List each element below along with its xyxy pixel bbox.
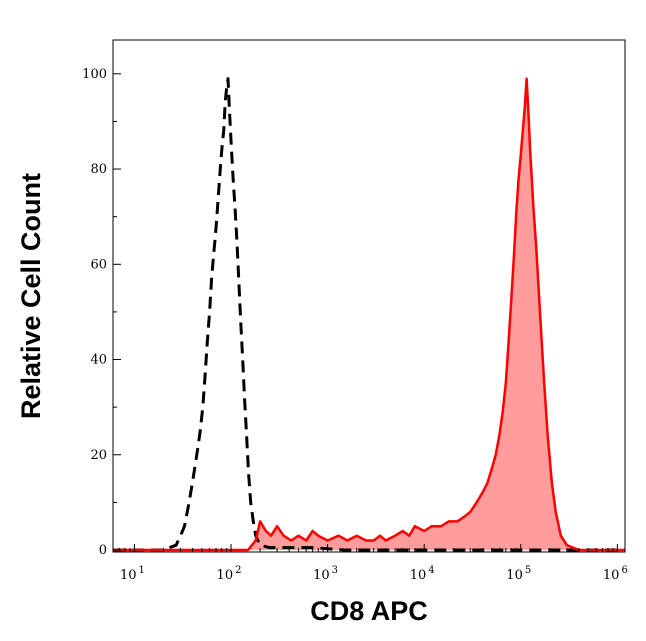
x-axis-title: CD8 APC bbox=[310, 596, 428, 626]
y-tick-label: 60 bbox=[90, 257, 107, 272]
series-0-line bbox=[113, 77, 625, 552]
series-1-line bbox=[113, 77, 625, 552]
y-tick-marks bbox=[113, 73, 121, 551]
y-tick-label: 40 bbox=[90, 353, 107, 368]
fill-layer bbox=[113, 78, 625, 550]
y-tick-label: 100 bbox=[82, 67, 107, 82]
x-tick-label: 10 2 bbox=[217, 565, 242, 583]
x-tick-label: 10 6 bbox=[603, 565, 628, 583]
y-tick-label: 0 bbox=[99, 543, 107, 558]
y-tick-label: 20 bbox=[90, 448, 107, 463]
plot-frame bbox=[112, 39, 626, 553]
series-layer bbox=[113, 77, 625, 552]
y-tick-label: 80 bbox=[90, 162, 107, 177]
series-1-area bbox=[113, 78, 625, 550]
x-tick-labels: 10 1 10 2 10 3 10 4 10 5 10 6 bbox=[120, 565, 628, 583]
x-tick-label: 10 3 bbox=[313, 565, 338, 583]
x-tick-label: 10 4 bbox=[410, 565, 435, 583]
y-axis-title: Relative Cell Count bbox=[16, 173, 46, 419]
x-tick-label: 10 1 bbox=[120, 565, 145, 583]
y-tick-labels: 0 20 40 60 80 100 bbox=[82, 67, 107, 558]
x-tick-marks bbox=[112, 544, 618, 552]
x-tick-label: 10 5 bbox=[506, 565, 531, 583]
